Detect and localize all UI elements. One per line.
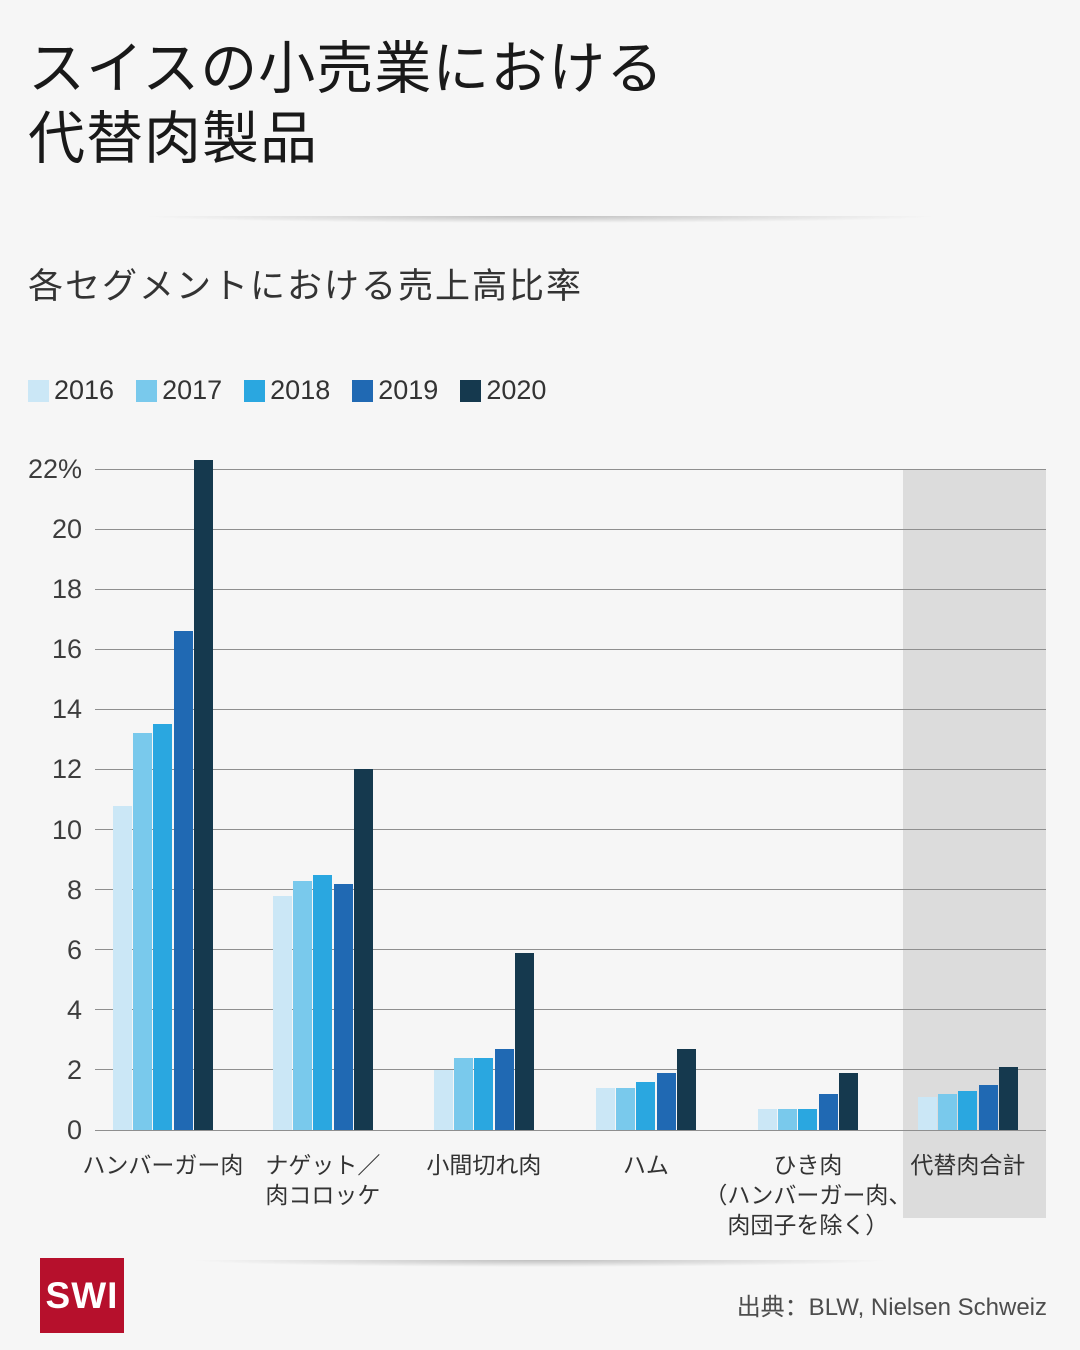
y-axis-tick-6: 6 — [66, 934, 82, 965]
bar-2017-category-5 — [938, 1093, 958, 1130]
page-title-line2: 代替肉製品 — [28, 107, 318, 171]
y-axis-tick-8: 8 — [66, 874, 82, 905]
legend-label: 2016 — [54, 375, 115, 405]
category-label-0: ハンバーガー肉 — [82, 1152, 244, 1178]
legend-swatch-2018 — [244, 379, 266, 402]
y-axis-tick-16: 16 — [51, 634, 82, 665]
gridline-2 — [95, 1069, 1046, 1071]
legend-item-2017: 2017 — [136, 375, 222, 406]
gridline-20 — [95, 528, 1046, 530]
bar-2017-category-2 — [454, 1057, 474, 1130]
category-label-3: ハム — [622, 1152, 669, 1178]
bar-2018-category-1 — [313, 874, 333, 1130]
category-label-4: ひき肉 （ハンバーガー肉、 肉団子を除く） — [704, 1152, 912, 1238]
chart-subtitle: 各セグメントにおける売上高比率 — [28, 267, 584, 306]
y-axis-tick-14: 14 — [51, 694, 82, 725]
bar-2019-category-2 — [494, 1048, 514, 1130]
gridline-12 — [95, 768, 1046, 770]
y-axis-tick-0: 0 — [66, 1115, 82, 1145]
legend-label: 2018 — [270, 375, 331, 405]
legend-swatch-2016 — [28, 379, 49, 402]
bar-2020-category-5 — [998, 1066, 1018, 1130]
page-title-line1: スイスの小売業における — [28, 37, 665, 101]
bar-2018-category-5 — [958, 1090, 978, 1130]
y-axis-tick-18: 18 — [51, 574, 82, 605]
bar-2020-category-0 — [193, 459, 213, 1130]
gridline-8 — [95, 889, 1046, 891]
y-axis-tick-12: 12 — [51, 754, 82, 785]
bar-2016-category-1 — [273, 895, 292, 1130]
legend-item-2019: 2019 — [352, 375, 438, 406]
gridline-22 — [95, 468, 1046, 470]
bar-2020-category-1 — [353, 769, 373, 1130]
legend-label: 2017 — [162, 375, 223, 405]
bar-2018-category-2 — [474, 1057, 494, 1130]
bar-2019-category-3 — [656, 1072, 676, 1130]
bar-2016-category-5 — [918, 1096, 937, 1130]
legend-label: 2019 — [378, 375, 439, 405]
swi-logo-text: SWI — [45, 1274, 119, 1316]
bar-2016-category-4 — [758, 1108, 777, 1130]
legend-item-2018: 2018 — [244, 375, 330, 406]
bar-2018-category-3 — [636, 1081, 656, 1130]
bar-2018-category-4 — [798, 1108, 818, 1130]
category-label-2: 小間切れ肉 — [426, 1152, 542, 1178]
bar-2020-category-4 — [838, 1072, 858, 1130]
gridline-16 — [95, 648, 1046, 650]
bar-2017-category-0 — [133, 733, 153, 1130]
bar-2020-category-2 — [514, 952, 534, 1130]
source-label: 出典：BLW, Nielsen Schweiz — [736, 1294, 1047, 1321]
bar-2020-category-3 — [676, 1048, 696, 1130]
y-axis-tick-20: 20 — [51, 514, 82, 545]
gridline-14 — [95, 708, 1046, 710]
category-label-5: 代替肉合計 — [910, 1152, 1026, 1178]
legend-item-2016: 2016 — [28, 375, 114, 406]
bar-2017-category-3 — [616, 1087, 636, 1130]
bar-2019-category-4 — [818, 1093, 838, 1130]
legend-swatch-2017 — [136, 379, 158, 402]
bar-2017-category-4 — [778, 1108, 798, 1130]
legend-item-2020: 2020 — [460, 375, 546, 406]
bar-2016-category-3 — [596, 1087, 615, 1130]
bar-2019-category-0 — [173, 631, 193, 1130]
y-axis-tick-4: 4 — [66, 994, 82, 1025]
y-axis-tick-22: 22% — [27, 454, 82, 484]
swi-logo: SWI — [40, 1258, 124, 1333]
gridline-0 — [95, 1129, 1046, 1131]
category-label-1: ナゲット／ 肉コロッケ — [265, 1152, 381, 1208]
bar-2019-category-5 — [978, 1084, 998, 1130]
page-title: スイスの小売業における 代替肉製品 — [28, 34, 664, 174]
bar-2019-category-1 — [333, 883, 353, 1130]
bar-2016-category-2 — [434, 1069, 453, 1130]
bar-2016-category-0 — [113, 805, 132, 1130]
legend-swatch-2019 — [352, 379, 374, 402]
legend-label: 2020 — [486, 375, 547, 405]
gridline-4 — [95, 1009, 1046, 1011]
legend-swatch-2020 — [460, 379, 482, 402]
gridline-6 — [95, 949, 1046, 951]
gridline-18 — [95, 588, 1046, 590]
gridline-10 — [95, 829, 1046, 831]
y-axis-tick-2: 2 — [66, 1054, 82, 1085]
chart-legend: 2016 2017 2018 2019 2020 — [28, 375, 546, 406]
bar-2017-category-1 — [293, 880, 313, 1130]
y-axis-tick-10: 10 — [51, 814, 82, 845]
bar-2018-category-0 — [153, 724, 173, 1130]
